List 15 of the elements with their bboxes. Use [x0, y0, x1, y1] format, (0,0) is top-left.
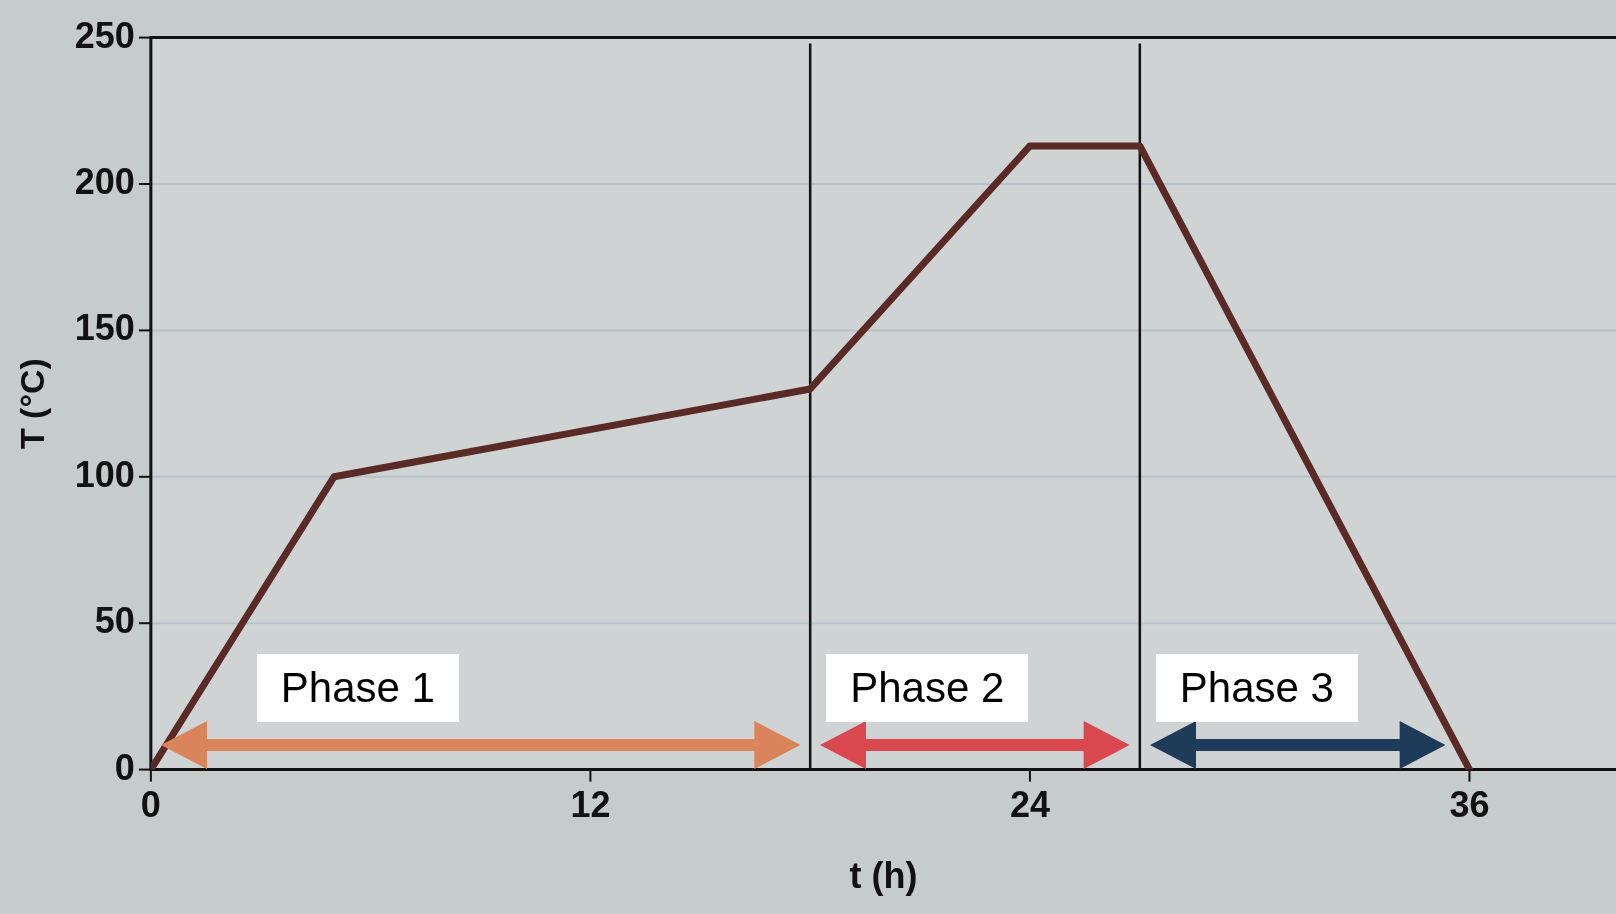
x-tick-label: 36: [1449, 784, 1490, 826]
x-tick-label: 12: [570, 784, 611, 826]
y-axis-title: T (°C): [12, 358, 51, 450]
annotation: Phase 2: [826, 653, 1029, 722]
annotation: Phase 3: [1155, 653, 1358, 722]
x-tick-label: 0: [140, 784, 161, 826]
y-tick-label: 100: [74, 453, 135, 495]
y-tick-label: 0: [114, 746, 135, 788]
annotation: Phase 1: [256, 653, 459, 722]
x-axis-title: t (h): [849, 855, 918, 897]
y-tick-label: 200: [74, 160, 135, 202]
y-tick-label: 150: [74, 307, 135, 349]
x-tick-label: 24: [1009, 784, 1050, 826]
y-tick-label: 250: [74, 14, 135, 56]
y-tick-label: 50: [94, 600, 135, 642]
